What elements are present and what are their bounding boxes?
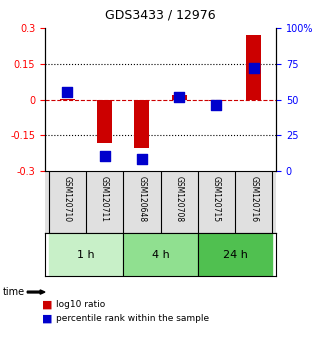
Text: 1 h: 1 h	[77, 250, 95, 260]
Bar	[209, 99, 224, 102]
Text: percentile rank within the sample: percentile rank within the sample	[56, 314, 209, 323]
Point	[251, 65, 256, 71]
Text: log10 ratio: log10 ratio	[56, 300, 105, 309]
Text: GSM120648: GSM120648	[137, 176, 146, 222]
Point	[214, 102, 219, 108]
Point	[102, 154, 107, 159]
Text: time: time	[3, 287, 25, 297]
Text: 4 h: 4 h	[152, 250, 169, 260]
Bar	[49, 233, 123, 276]
Point	[65, 90, 70, 95]
Text: 24 h: 24 h	[223, 250, 247, 260]
Bar	[246, 35, 261, 99]
Text: ■: ■	[42, 299, 52, 309]
Bar	[97, 99, 112, 143]
Text: GSM120716: GSM120716	[249, 176, 258, 222]
Bar	[134, 99, 149, 148]
Point	[139, 156, 144, 162]
Point	[177, 94, 182, 99]
Text: GDS3433 / 12976: GDS3433 / 12976	[105, 9, 216, 22]
Text: GSM120708: GSM120708	[175, 176, 184, 222]
Bar	[123, 233, 198, 276]
Text: ■: ■	[42, 314, 52, 324]
Text: GSM120711: GSM120711	[100, 176, 109, 222]
Bar	[198, 233, 272, 276]
Bar	[172, 95, 187, 99]
Text: GSM120715: GSM120715	[212, 176, 221, 222]
Text: GSM120710: GSM120710	[63, 176, 72, 222]
